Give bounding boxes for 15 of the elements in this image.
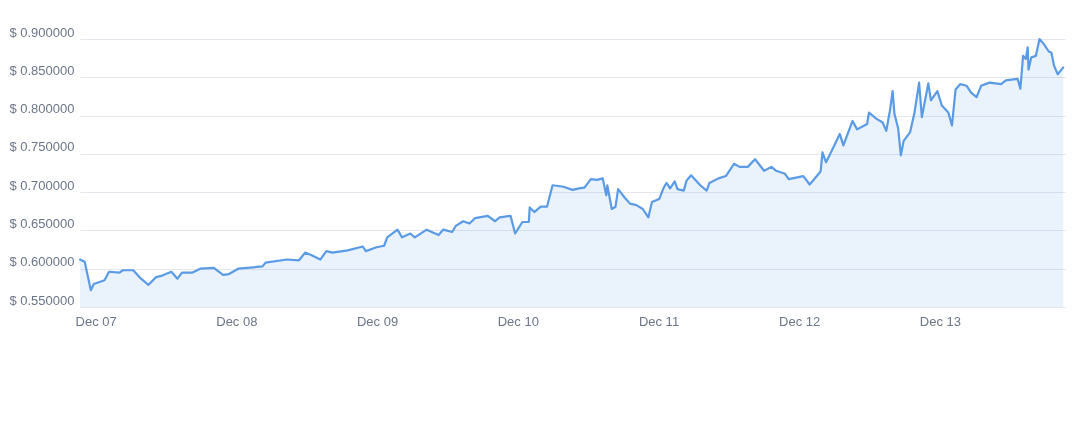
y-tick-label: $ 0.800000	[9, 101, 75, 117]
x-tick-label: Dec 09	[356, 313, 399, 329]
x-tick-label: Dec 07	[75, 313, 117, 329]
y-tick-label: $ 0.650000	[9, 215, 75, 231]
x-tick-label: Dec 11	[638, 313, 680, 329]
y-tick-label: $ 0.900000	[9, 24, 75, 40]
y-tick-label: $ 0.700000	[9, 177, 75, 193]
y-tick-label: $ 0.850000	[9, 62, 75, 78]
y-tick-label: $ 0.550000	[9, 292, 75, 308]
x-tick-label: Dec 12	[779, 313, 821, 329]
x-tick-label: Dec 13	[919, 313, 962, 329]
x-tick-label: Dec 10	[497, 313, 539, 329]
y-tick-label: $ 0.600000	[9, 254, 75, 270]
x-tick-label: Dec 08	[216, 313, 258, 329]
y-tick-label: $ 0.750000	[9, 139, 75, 155]
